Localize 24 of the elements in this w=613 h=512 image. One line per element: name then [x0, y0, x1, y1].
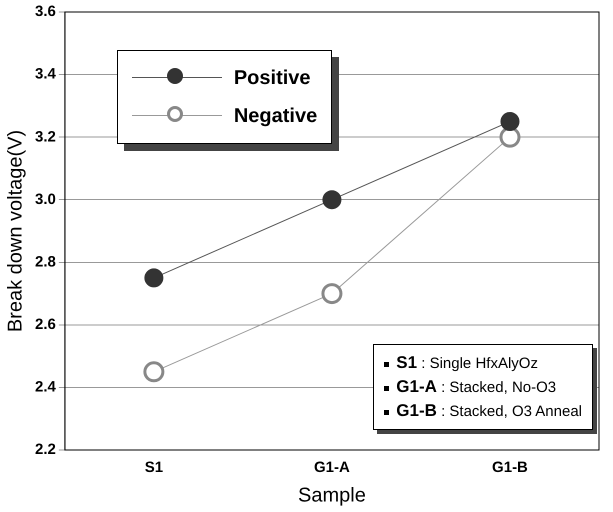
y-tick-label: 3.0 [34, 190, 56, 208]
point [500, 112, 520, 131]
y-tick-label: 3.4 [34, 66, 56, 83]
x-tick-label: G1-A [314, 459, 350, 476]
y-tick-label: 2.2 [34, 441, 56, 458]
annotation: G1-B : Stacked, O3 Anneal [395, 400, 582, 422]
annotation: G1-A : Stacked, No-O3 [395, 376, 558, 398]
legend-label: Negative [234, 104, 318, 128]
y-tick-label: 2.4 [34, 378, 56, 396]
point [143, 361, 164, 382]
x-axis-title: Sample [298, 484, 366, 507]
annotation: S1 : Single HfxAlyOz [395, 352, 539, 374]
x-tick-label: G1-B [492, 459, 528, 476]
y-tick-label: 3.6 [34, 3, 56, 20]
y-tick-label: 2.6 [34, 316, 56, 333]
y-tick-label: 3.2 [34, 128, 56, 146]
point [322, 190, 342, 210]
point [321, 283, 342, 304]
x-tick-label: S1 [144, 459, 164, 476]
point [144, 268, 164, 288]
legend-label: Positive [234, 66, 311, 90]
y-tick-label: 2.8 [34, 253, 56, 270]
point [499, 126, 520, 148]
y-axis-title: Break down voltage(V) [4, 130, 27, 332]
